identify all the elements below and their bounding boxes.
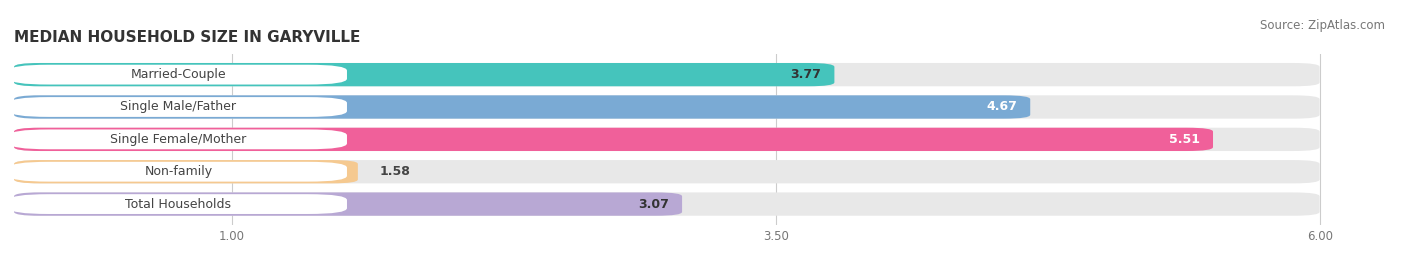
Text: MEDIAN HOUSEHOLD SIZE IN GARYVILLE: MEDIAN HOUSEHOLD SIZE IN GARYVILLE — [14, 31, 360, 46]
Text: Single Female/Mother: Single Female/Mother — [110, 133, 246, 146]
FancyBboxPatch shape — [10, 194, 347, 214]
Text: 5.51: 5.51 — [1168, 133, 1199, 146]
Text: Total Households: Total Households — [125, 198, 232, 211]
FancyBboxPatch shape — [10, 97, 347, 117]
FancyBboxPatch shape — [14, 63, 1320, 86]
FancyBboxPatch shape — [10, 162, 347, 182]
Text: 3.07: 3.07 — [638, 198, 669, 211]
FancyBboxPatch shape — [14, 128, 1320, 151]
Text: 3.77: 3.77 — [790, 68, 821, 81]
FancyBboxPatch shape — [14, 160, 359, 183]
FancyBboxPatch shape — [14, 192, 682, 216]
FancyBboxPatch shape — [14, 95, 1320, 119]
FancyBboxPatch shape — [14, 95, 1031, 119]
Text: Married-Couple: Married-Couple — [131, 68, 226, 81]
Text: Non-family: Non-family — [145, 165, 212, 178]
FancyBboxPatch shape — [10, 65, 347, 84]
FancyBboxPatch shape — [14, 63, 834, 86]
FancyBboxPatch shape — [14, 192, 1320, 216]
FancyBboxPatch shape — [14, 128, 1213, 151]
Text: Single Male/Father: Single Male/Father — [121, 100, 236, 113]
Text: Source: ZipAtlas.com: Source: ZipAtlas.com — [1260, 19, 1385, 32]
Text: 1.58: 1.58 — [380, 165, 411, 178]
FancyBboxPatch shape — [10, 129, 347, 149]
FancyBboxPatch shape — [14, 160, 1320, 183]
Text: 4.67: 4.67 — [986, 100, 1017, 113]
